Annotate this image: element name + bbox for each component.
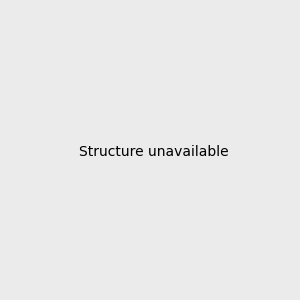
Text: Structure unavailable: Structure unavailable (79, 145, 229, 158)
